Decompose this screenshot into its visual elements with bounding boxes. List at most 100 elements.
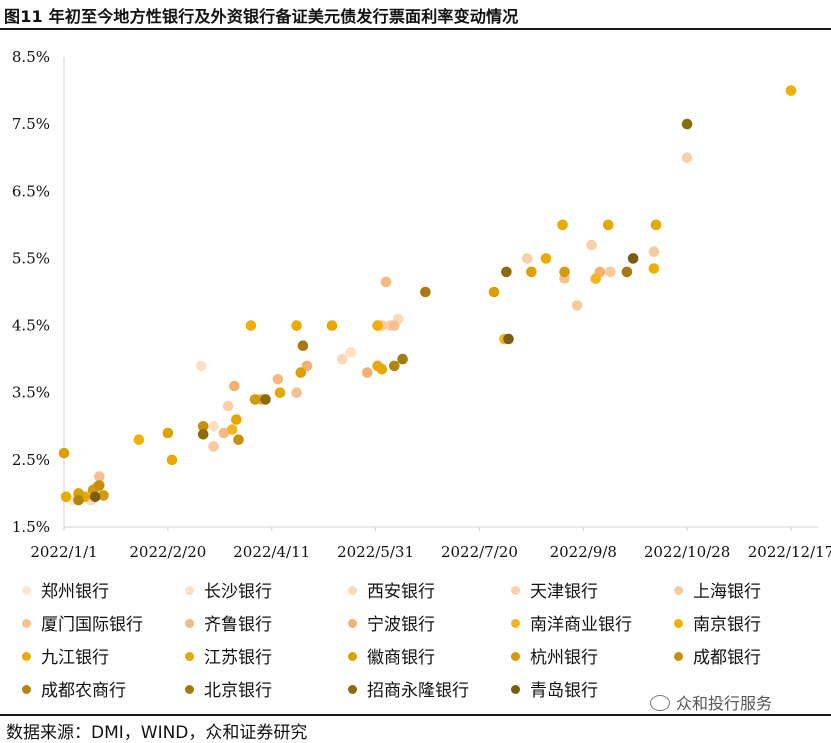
data-point [420, 286, 431, 298]
legend-marker [185, 685, 194, 694]
data-point [208, 421, 219, 432]
legend-label: 郑州银行 [41, 582, 109, 602]
legend-label: 招商永隆银行 [367, 681, 469, 701]
legend-label: 上海银行 [693, 582, 761, 602]
x-tick-label: 2022/7/20 [441, 543, 518, 561]
legend-marker [185, 586, 194, 595]
legend-marker [511, 652, 520, 661]
y-tick-label: 2.5% [12, 451, 50, 469]
data-point [501, 266, 512, 278]
data-point [785, 85, 797, 96]
x-tick-label: 2022/2/20 [129, 543, 206, 561]
data-point [557, 219, 568, 231]
data-point [162, 427, 174, 439]
legend-marker [348, 619, 357, 628]
x-tick-label: 2022/4/11 [233, 543, 310, 561]
data-point [540, 253, 552, 264]
legend-marker [348, 685, 357, 694]
legend-item: 徽商银行 [348, 643, 435, 668]
legend-label: 成都农商行 [41, 681, 126, 701]
data-point [60, 491, 72, 503]
data-point [260, 394, 271, 405]
data-point [337, 353, 348, 365]
y-tick-label: 5.5% [12, 249, 50, 267]
legend-label: 厦门国际银行 [41, 615, 143, 635]
legend-item: 江苏银行 [185, 643, 272, 668]
legend-marker [185, 652, 194, 661]
y-tick-label: 3.5% [12, 384, 50, 402]
legend-marker [511, 685, 520, 694]
data-point [389, 360, 400, 372]
data-point [301, 360, 313, 372]
data-point [586, 239, 597, 251]
data-point [291, 320, 302, 331]
data-point [195, 360, 207, 372]
legend-marker [674, 586, 683, 595]
legend-label: 徽商银行 [367, 648, 435, 668]
data-point [249, 394, 261, 405]
legend-label: 江苏银行 [204, 648, 272, 668]
legend-label: 南洋商业银行 [530, 615, 632, 635]
legend-marker [22, 619, 31, 628]
legend-label: 南京银行 [693, 615, 761, 635]
legend-label: 成都银行 [693, 648, 761, 668]
data-point [389, 320, 400, 331]
data-point [488, 286, 500, 298]
data-point [648, 246, 660, 257]
legend-item: 厦门国际银行 [22, 610, 143, 635]
data-point [380, 276, 392, 288]
legend-marker [674, 652, 683, 661]
axis-layer: 1.5% 2.5% 3.5% 4.5% 5.5% 6.5% 7.5% 8.5% 2022/1/1… [12, 48, 831, 561]
y-tick-label: 6.5% [12, 182, 50, 200]
data-point [571, 300, 583, 311]
y-tick-label: 8.5% [12, 48, 50, 66]
watermark-text: 众和投行服务 [676, 694, 773, 713]
x-tick-label: 2022/1/1 [30, 543, 97, 561]
data-point [133, 434, 145, 446]
data-point [197, 421, 209, 432]
data-point [231, 414, 242, 425]
source-note: 数据来源：DMI，WIND，众和证券研究 [6, 723, 308, 743]
legend-label: 长沙银行 [204, 582, 272, 602]
legend-label: 青岛银行 [530, 681, 598, 701]
legend-item: 天津银行 [511, 577, 598, 602]
data-point [621, 266, 633, 278]
chart-title: 图11 年初至今地方性银行及外资银行备证美元债发行票面利率变动情况 [4, 7, 519, 26]
legend-label: 齐鲁银行 [204, 615, 272, 635]
data-point [272, 374, 284, 385]
legend-item: 长沙银行 [185, 577, 272, 602]
legend-marker [22, 652, 31, 661]
legend-marker [22, 586, 31, 595]
data-point [94, 471, 105, 482]
legend-item: 宁波银行 [348, 610, 435, 635]
legend-marker [22, 685, 31, 694]
data-point [503, 333, 514, 345]
data-point [98, 490, 109, 501]
data-point [345, 347, 356, 358]
title-rule [0, 28, 831, 30]
data-point [397, 353, 408, 365]
data-point [89, 491, 101, 503]
data-point [648, 263, 660, 274]
x-tick-label: 2022/12/17 [748, 543, 831, 561]
x-tick-label: 2022/9/8 [550, 543, 617, 561]
data-point [218, 427, 230, 439]
data-point [233, 434, 244, 446]
legend-item: 杭州银行 [511, 643, 598, 668]
data-point [295, 367, 307, 378]
legend-label: 杭州银行 [530, 648, 598, 668]
data-point [166, 454, 178, 466]
watermark: 众和投行服务 [650, 690, 772, 714]
data-point [521, 253, 533, 264]
y-tick-label: 7.5% [12, 115, 50, 133]
legend-item: 招商永隆银行 [348, 676, 469, 701]
footer-rule [0, 714, 831, 716]
data-point [197, 429, 209, 440]
legend-item: 上海银行 [674, 577, 761, 602]
data-point [226, 424, 238, 435]
data-point [681, 118, 693, 130]
legend-item: 九江银行 [22, 643, 109, 668]
data-point [602, 219, 614, 231]
data-point [326, 320, 338, 331]
legend-item: 北京银行 [185, 676, 272, 701]
